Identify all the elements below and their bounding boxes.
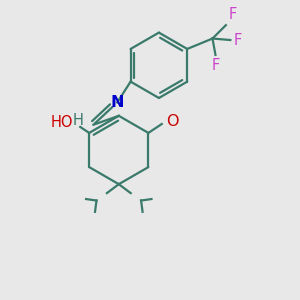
Text: O: O [166, 113, 179, 128]
Text: HO: HO [50, 115, 73, 130]
Text: F: F [233, 32, 242, 47]
Text: F: F [211, 58, 220, 73]
Text: F: F [229, 7, 237, 22]
Text: H: H [72, 113, 83, 128]
Text: N: N [110, 95, 124, 110]
